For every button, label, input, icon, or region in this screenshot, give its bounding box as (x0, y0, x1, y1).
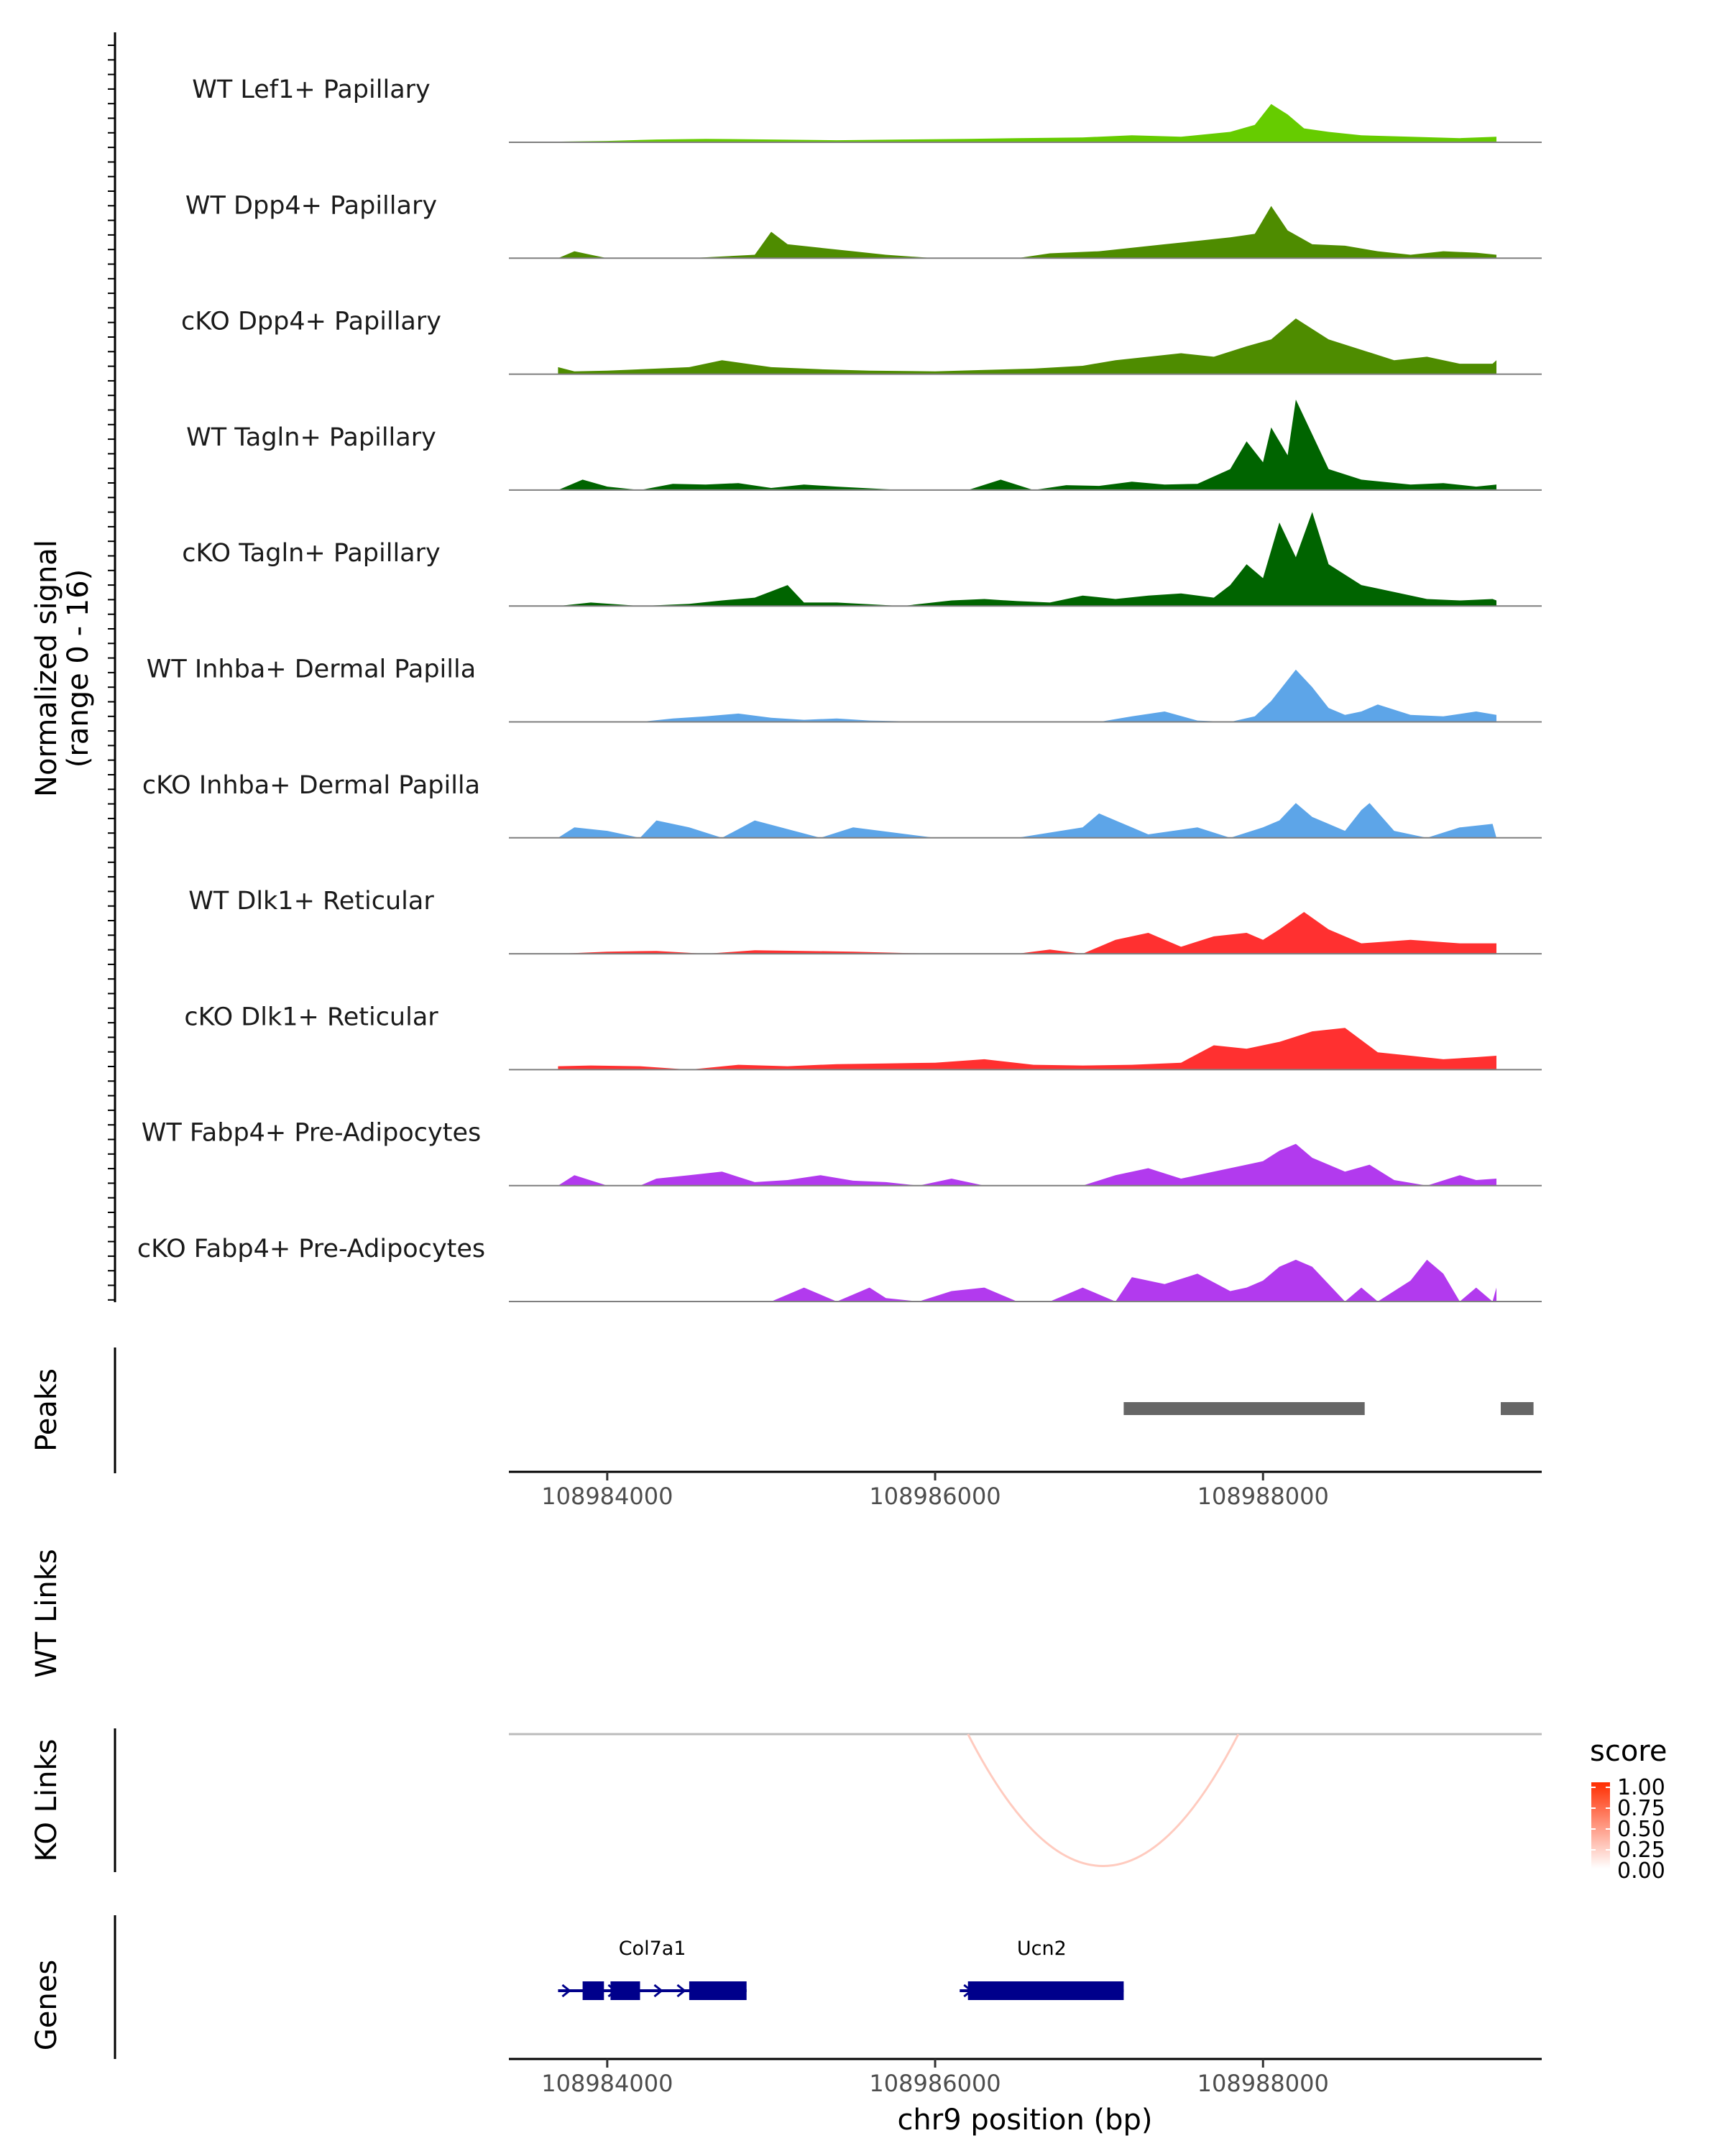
ko-links-panel-label: KO Links (30, 1739, 63, 1862)
track-label: WT Inhba+ Dermal Papilla (147, 655, 476, 684)
coverage-track: WT Inhba+ Dermal Papilla (147, 655, 1542, 723)
ko-links-panel: KO Links (30, 1728, 1542, 1872)
coverage-area (558, 512, 1496, 607)
coverage-area (558, 206, 1496, 259)
peaks-panel: Peaks 108984000 108986000 108988000 (30, 1348, 1542, 1510)
score-legend-tick-label: 1.00 (1617, 1775, 1665, 1800)
ko-link-arc (967, 1733, 1240, 1867)
track-label: cKO Inhba+ Dermal Papilla (142, 771, 480, 800)
coverage-area (558, 912, 1496, 954)
coverage-area (509, 103, 1496, 142)
track-label: WT Dpp4+ Papillary (185, 191, 437, 220)
x-axis-tick-label: 108988000 (1197, 1483, 1329, 1510)
coverage-track: cKO Dpp4+ Papillary (181, 308, 1542, 375)
gene-exon (610, 1981, 640, 2000)
ko-link-arcs (967, 1733, 1240, 1867)
score-legend-title: score (1590, 1735, 1667, 1768)
strand-arrow (561, 1984, 571, 1998)
score-legend-tick-label: 0.00 (1617, 1858, 1665, 1884)
signal-axis-title-line2: (range 0 - 16) (62, 569, 95, 768)
gene-model: Col7a1 (558, 1938, 747, 2000)
track-label: WT Tagln+ Papillary (186, 423, 436, 452)
signal-axis-title-line1: Normalized signal (30, 540, 63, 797)
track-label: WT Lef1+ Papillary (192, 75, 431, 104)
coverage-area (558, 400, 1496, 490)
coverage-area (558, 803, 1496, 838)
score-legend: score 1.000.750.500.250.00 (1590, 1735, 1667, 1884)
coverage-track: cKO Fabp4+ Pre-Adipocytes (137, 1235, 1542, 1302)
coverage-area (558, 669, 1496, 722)
gene-exon (967, 1981, 1124, 2000)
signal-axis (108, 32, 116, 1302)
coverage-area (558, 1143, 1496, 1186)
gene-exon (689, 1981, 747, 2000)
peak-bar (1123, 1402, 1365, 1415)
peak-bars (1123, 1402, 1534, 1415)
strand-arrow (676, 1984, 686, 1998)
x-axis-tick-label: 108988000 (1197, 2070, 1329, 2097)
coverage-track: WT Lef1+ Papillary (192, 75, 1542, 143)
x-axis-tick-label: 108986000 (869, 2070, 1000, 2097)
track-label: cKO Dlk1+ Reticular (184, 1003, 438, 1031)
track-label: cKO Fabp4+ Pre-Adipocytes (137, 1235, 485, 1263)
strand-arrow (653, 1984, 663, 1998)
gene-models: Col7a1 Ucn2 (558, 1938, 1124, 2000)
x-axis-title: chr9 position (bp) (897, 2104, 1152, 2137)
coverage-track: WT Dpp4+ Papillary (185, 191, 1542, 259)
wt-links-panel-label: WT Links (30, 1549, 63, 1677)
wt-links-panel: WT Links (30, 1549, 63, 1677)
gene-name-label: Ucn2 (1017, 1938, 1067, 1960)
score-legend-colorbar (1591, 1782, 1610, 1869)
score-legend-tick-label: 0.50 (1617, 1817, 1665, 1842)
x-axis-tick-label: 108984000 (541, 1483, 673, 1510)
coverage-area (558, 1259, 1496, 1302)
coverage-track: WT Tagln+ Papillary (186, 400, 1542, 491)
x-axis-tick-label: 108986000 (869, 1483, 1000, 1510)
gene-name-label: Col7a1 (619, 1938, 686, 1960)
coverage-track: WT Fabp4+ Pre-Adipocytes (142, 1119, 1542, 1187)
gene-model: Ucn2 (960, 1938, 1124, 2000)
x-axis-tick-label: 108984000 (541, 2070, 673, 2097)
coverage-area (558, 318, 1496, 374)
coverage-track: cKO Tagln+ Papillary (182, 512, 1542, 607)
track-label: cKO Tagln+ Papillary (182, 539, 441, 568)
gene-exon (582, 1981, 604, 2000)
coverage-track: cKO Inhba+ Dermal Papilla (142, 771, 1542, 839)
score-legend-tick-label: 0.25 (1617, 1838, 1665, 1863)
coverage-tracks: WT Lef1+ Papillary WT Dpp4+ Papillary cKO … (137, 75, 1542, 1302)
genes-panel: Genes Col7a1 Ucn2 108984000 108986000 10898… (30, 1915, 1542, 2137)
track-label: WT Fabp4+ Pre-Adipocytes (142, 1119, 481, 1148)
coverage-track: cKO Dlk1+ Reticular (184, 1003, 1542, 1071)
coverage-track: WT Dlk1+ Reticular (188, 887, 1542, 955)
x-axis-middle: 108984000 108986000 108988000 (509, 1470, 1542, 1510)
track-label: WT Dlk1+ Reticular (188, 887, 434, 916)
score-legend-tick-label: 0.75 (1617, 1796, 1665, 1821)
peaks-panel-label: Peaks (30, 1368, 63, 1452)
score-legend-ticks: 1.000.750.500.250.00 (1591, 1775, 1665, 1884)
coverage-area (558, 1024, 1496, 1070)
track-label: cKO Dpp4+ Papillary (181, 308, 441, 336)
genes-panel-label: Genes (30, 1960, 63, 2050)
peak-bar (1501, 1402, 1534, 1415)
x-axis-bottom: 108984000 108986000 108988000 (509, 2058, 1542, 2097)
